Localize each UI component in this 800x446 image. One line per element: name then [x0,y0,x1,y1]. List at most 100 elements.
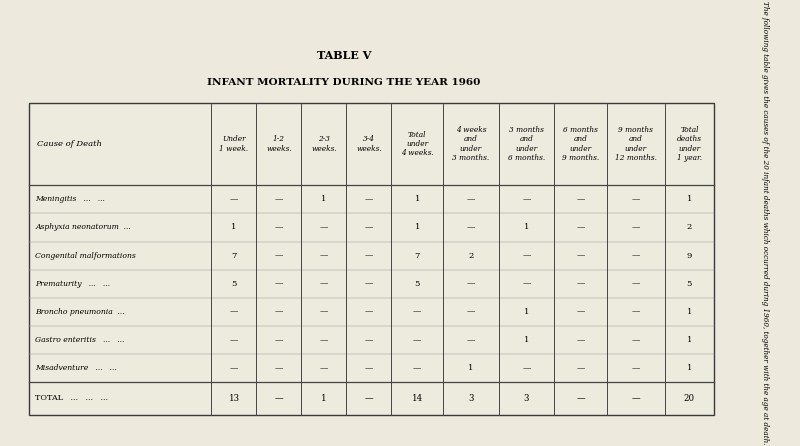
Text: 5: 5 [231,280,237,288]
Text: —: — [230,195,238,203]
Text: —: — [522,195,530,203]
Text: 1: 1 [524,308,530,316]
Text: —: — [274,336,283,344]
FancyBboxPatch shape [30,103,714,415]
Text: —: — [274,223,283,231]
Text: —: — [631,394,640,403]
Text: —: — [466,280,475,288]
Text: TABLE V: TABLE V [317,50,371,61]
Text: —: — [274,280,283,288]
Text: 1: 1 [231,223,237,231]
Text: 7: 7 [414,252,420,260]
Text: Congenital malformations: Congenital malformations [35,252,136,260]
Text: 7: 7 [231,252,237,260]
Text: 2: 2 [686,223,692,231]
Text: —: — [522,364,530,372]
Text: —: — [365,252,373,260]
Text: INFANT MORTALITY DURING THE YEAR 1960: INFANT MORTALITY DURING THE YEAR 1960 [207,78,481,87]
Text: 5: 5 [414,280,420,288]
Text: —: — [365,364,373,372]
Text: Cause of Death: Cause of Death [37,140,102,148]
Text: —: — [274,394,283,403]
Text: —: — [632,308,640,316]
Text: 5: 5 [686,280,692,288]
Text: 3: 3 [524,394,530,403]
Text: —: — [365,223,373,231]
Text: —: — [522,252,530,260]
Text: —: — [274,364,283,372]
Text: 3: 3 [468,394,474,403]
Text: —: — [365,280,373,288]
Text: Broncho pneumonia  ...: Broncho pneumonia ... [35,308,125,316]
Text: —: — [230,364,238,372]
Text: 1: 1 [414,195,420,203]
Text: Gastro enteritis   ...   ...: Gastro enteritis ... ... [35,336,125,344]
Text: 1: 1 [322,195,326,203]
Text: 3 months
and
under
6 months.: 3 months and under 6 months. [508,126,545,162]
Text: 14: 14 [412,394,422,403]
Text: —: — [576,308,585,316]
Text: —: — [274,252,283,260]
Text: —: — [230,308,238,316]
Text: —: — [320,252,328,260]
Text: —: — [320,308,328,316]
Text: —: — [320,364,328,372]
Text: Prematurity   ...   ...: Prematurity ... ... [35,280,110,288]
Text: —: — [320,336,328,344]
Text: —: — [576,364,585,372]
Text: —: — [413,364,422,372]
Text: Total
deaths
under
1 year.: Total deaths under 1 year. [677,126,702,162]
Text: —: — [274,308,283,316]
Text: —: — [576,195,585,203]
Text: —: — [320,223,328,231]
Text: 2: 2 [468,252,474,260]
Text: 20: 20 [684,394,695,403]
Text: 1: 1 [524,223,530,231]
Text: —: — [522,280,530,288]
Text: 1: 1 [414,223,420,231]
Text: 9: 9 [686,252,692,260]
Text: —: — [632,280,640,288]
Text: The following table gives the causes of the 20 infant deaths which occurred duri: The following table gives the causes of … [761,1,769,445]
Text: 2-3
weeks.: 2-3 weeks. [311,135,337,153]
Text: 4 weeks
and
under
3 months.: 4 weeks and under 3 months. [452,126,490,162]
Text: —: — [466,336,475,344]
Text: —: — [413,308,422,316]
Text: —: — [365,308,373,316]
Text: —: — [632,336,640,344]
Text: —: — [466,195,475,203]
Text: —: — [576,394,585,403]
Text: —: — [576,336,585,344]
Text: —: — [365,394,374,403]
Text: 9 months
and
under
12 months.: 9 months and under 12 months. [615,126,657,162]
Text: 1: 1 [321,394,326,403]
Text: —: — [632,364,640,372]
Text: 1-2
weeks.: 1-2 weeks. [266,135,292,153]
Text: —: — [466,223,475,231]
Text: —: — [576,252,585,260]
Text: —: — [576,223,585,231]
Text: —: — [365,336,373,344]
Text: —: — [632,223,640,231]
Text: TOTAL   ...   ...   ...: TOTAL ... ... ... [35,394,108,402]
Text: —: — [466,308,475,316]
Text: 1: 1 [524,336,530,344]
Text: —: — [413,336,422,344]
Text: 1: 1 [468,364,474,372]
Text: —: — [274,195,283,203]
Text: 1: 1 [686,364,692,372]
Text: Under
1 week.: Under 1 week. [219,135,249,153]
Text: Total
under
4 weeks.: Total under 4 weeks. [401,131,434,157]
Text: Misadventure   ...   ...: Misadventure ... ... [35,364,117,372]
Text: Meningitis   ...   ...: Meningitis ... ... [35,195,105,203]
Text: 1: 1 [686,336,692,344]
Text: Asphyxia neonatorum  ...: Asphyxia neonatorum ... [35,223,131,231]
Text: 1: 1 [686,195,692,203]
Text: 1: 1 [686,308,692,316]
Text: —: — [576,280,585,288]
Text: —: — [632,252,640,260]
Text: —: — [632,195,640,203]
Text: 13: 13 [229,394,239,403]
Text: —: — [230,336,238,344]
Text: —: — [320,280,328,288]
